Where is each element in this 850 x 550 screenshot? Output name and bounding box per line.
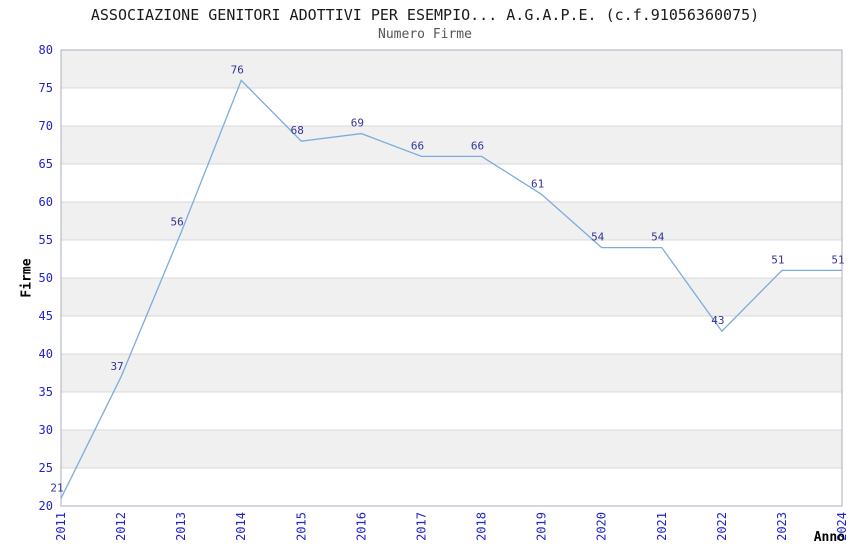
y-tick-label: 75 — [39, 81, 53, 95]
y-tick-label: 40 — [39, 347, 53, 361]
chart-subtitle: Numero Firme — [378, 27, 472, 42]
x-tick-label: 2015 — [294, 512, 308, 541]
x-tick-label: 2013 — [174, 512, 188, 541]
plot-band — [61, 468, 842, 506]
plot-band — [61, 240, 842, 278]
x-tick-label: 2023 — [775, 512, 789, 541]
data-point-label: 69 — [351, 117, 364, 130]
data-point-label: 54 — [651, 231, 665, 244]
y-tick-label: 25 — [39, 461, 53, 475]
x-axis-label: Anno — [813, 530, 845, 545]
x-tick-label: 2021 — [655, 512, 669, 541]
plot-band — [61, 126, 842, 164]
y-tick-label: 55 — [39, 233, 53, 247]
plot-band — [61, 88, 842, 126]
data-point-label: 37 — [110, 360, 123, 373]
y-tick-label: 65 — [39, 157, 53, 171]
plot-band — [61, 430, 842, 468]
data-point-label: 66 — [411, 139, 424, 152]
x-tick-label: 2019 — [535, 512, 549, 541]
data-point-label: 61 — [531, 177, 544, 190]
data-point-label: 68 — [291, 124, 304, 137]
y-tick-label: 45 — [39, 309, 53, 323]
plot-border — [60, 49, 843, 507]
y-tick-label: 20 — [39, 499, 53, 513]
x-tick-label: 2024 — [835, 512, 849, 541]
data-point-label: 21 — [50, 481, 63, 494]
x-tick-label: 2014 — [234, 512, 248, 541]
y-tick-label: 35 — [39, 385, 53, 399]
x-tick-label: 2020 — [595, 512, 609, 541]
plot-band — [61, 278, 842, 316]
plot-band — [61, 164, 842, 202]
y-tick-label: 50 — [39, 271, 53, 285]
y-tick-label: 60 — [39, 195, 53, 209]
chart-title: ASSOCIAZIONE GENITORI ADOTTIVI PER ESEMP… — [90, 6, 760, 24]
data-point-label: 51 — [831, 253, 844, 266]
x-tick-label: 2012 — [114, 512, 128, 541]
plot-band — [61, 392, 842, 430]
data-point-label: 76 — [231, 63, 244, 76]
data-point-label: 54 — [591, 231, 605, 244]
x-tick-label: 2017 — [414, 512, 428, 541]
y-tick-label: 70 — [39, 119, 53, 133]
x-tick-label: 2022 — [715, 512, 729, 541]
data-line — [60, 79, 842, 499]
data-point-label: 43 — [711, 314, 724, 327]
data-point-label: 56 — [171, 215, 184, 228]
plot-band — [61, 50, 842, 88]
x-tick-label: 2016 — [354, 512, 368, 541]
y-tick-label: 30 — [39, 423, 53, 437]
plot-band — [61, 354, 842, 392]
data-point-label: 66 — [471, 139, 484, 152]
x-tick-label: 2011 — [54, 512, 68, 541]
plot-band — [61, 316, 842, 354]
x-tick-label: 2018 — [475, 512, 489, 541]
y-tick-label: 80 — [39, 43, 53, 57]
data-point-label: 51 — [771, 253, 784, 266]
